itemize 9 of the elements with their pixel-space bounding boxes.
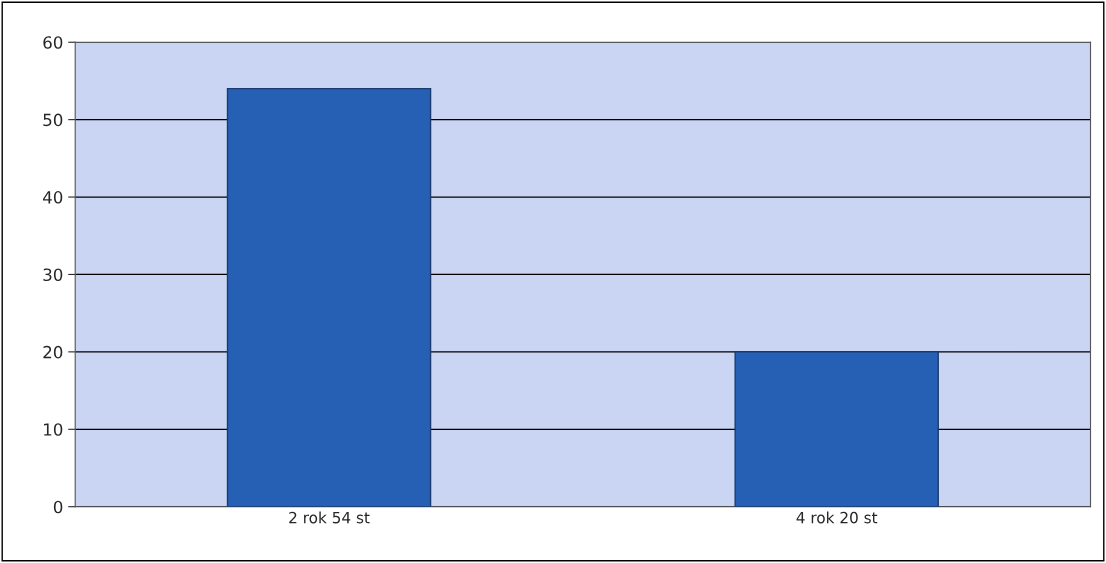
y-tick-label: 20 <box>43 345 63 359</box>
x-tick-label: 2 rok 54 st <box>289 511 370 524</box>
y-tick-label: 0 <box>53 500 63 514</box>
y-tick-label: 30 <box>43 268 63 282</box>
x-tick-label: 4 rok 20 st <box>796 511 878 524</box>
y-tick-label: 50 <box>43 113 63 127</box>
y-tick-label: 40 <box>43 191 63 204</box>
y-tick-label: 60 <box>43 36 63 49</box>
y-tick-label: 10 <box>44 423 63 436</box>
